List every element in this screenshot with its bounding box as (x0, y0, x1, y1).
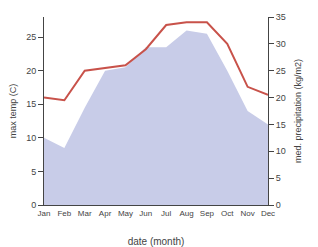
svg-text:35: 35 (276, 12, 286, 22)
svg-text:5: 5 (276, 173, 281, 183)
svg-text:20: 20 (26, 66, 36, 76)
svg-text:5: 5 (31, 167, 36, 177)
svg-text:10: 10 (276, 146, 286, 156)
svg-text:Apr: Apr (99, 209, 112, 218)
svg-text:20: 20 (276, 93, 286, 103)
svg-text:May: May (118, 209, 133, 218)
svg-text:Dec: Dec (261, 209, 275, 218)
svg-text:Oct: Oct (221, 209, 234, 218)
svg-text:Jan: Jan (38, 209, 51, 218)
svg-text:25: 25 (26, 32, 36, 42)
svg-text:10: 10 (26, 133, 36, 143)
svg-text:med. precipitation (kg/m2): med. precipitation (kg/m2) (293, 59, 303, 163)
svg-text:Nov: Nov (241, 209, 255, 218)
svg-text:Aug: Aug (179, 209, 193, 218)
svg-text:max temp (C): max temp (C) (8, 84, 18, 139)
svg-text:Sep: Sep (200, 209, 215, 218)
svg-text:Jul: Jul (161, 209, 171, 218)
svg-text:Jun: Jun (139, 209, 152, 218)
svg-text:Mar: Mar (78, 209, 92, 218)
svg-text:0: 0 (31, 200, 36, 210)
svg-text:30: 30 (276, 39, 286, 49)
svg-text:15: 15 (26, 99, 36, 109)
svg-text:Feb: Feb (57, 209, 71, 218)
svg-text:15: 15 (276, 120, 286, 130)
svg-text:25: 25 (276, 66, 286, 76)
svg-text:0: 0 (276, 200, 281, 210)
svg-text:date (month): date (month) (128, 236, 185, 247)
